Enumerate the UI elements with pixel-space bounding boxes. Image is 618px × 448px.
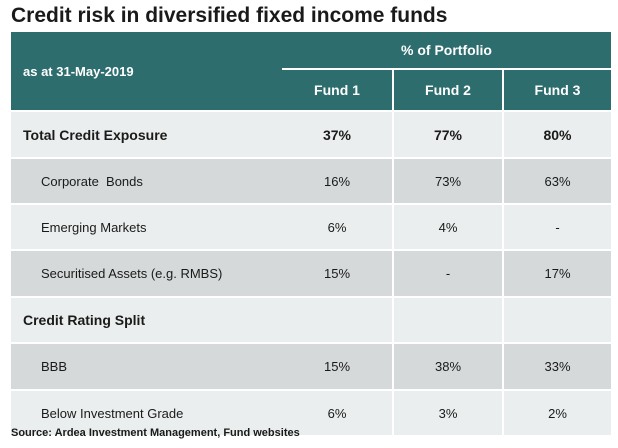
cell-value: 6%	[282, 203, 392, 249]
cell-value: 15%	[282, 342, 392, 389]
cell-value: 15%	[282, 249, 392, 296]
cell-value	[502, 296, 611, 342]
cell-value: 2%	[502, 389, 611, 435]
fund-3-header: Fund 3	[502, 70, 611, 110]
cell-value: 6%	[282, 389, 392, 435]
cell-value: 38%	[392, 342, 502, 389]
cell-value: 17%	[502, 249, 611, 296]
cell-value: 4%	[392, 203, 502, 249]
row-label: Emerging Markets	[11, 203, 282, 249]
table-row-total-credit-exposure: Total Credit Exposure 37% 77% 80%	[11, 110, 611, 157]
cell-value: 77%	[392, 110, 502, 157]
cell-value: 80%	[502, 110, 611, 157]
row-label: Securitised Assets (e.g. RMBS)	[11, 249, 282, 296]
as-at-date-header: as at 31-May-2019	[11, 32, 282, 110]
source-note: Source: Ardea Investment Management, Fun…	[11, 427, 300, 439]
table-row-credit-rating-split: Credit Rating Split	[11, 296, 611, 342]
table-row-bbb: BBB 15% 38% 33%	[11, 342, 611, 389]
cell-value	[282, 296, 392, 342]
cell-value: -	[392, 249, 502, 296]
row-label: BBB	[11, 342, 282, 389]
cell-value: 33%	[502, 342, 611, 389]
row-label: Corporate Bonds	[11, 157, 282, 203]
cell-value: 37%	[282, 110, 392, 157]
cell-value: 3%	[392, 389, 502, 435]
table-row-corporate-bonds: Corporate Bonds 16% 73% 63%	[11, 157, 611, 203]
cell-value	[392, 296, 502, 342]
portfolio-group-header: % of Portfolio	[282, 32, 611, 70]
cell-value: 73%	[392, 157, 502, 203]
credit-risk-table: as at 31-May-2019 % of Portfolio Fund 1 …	[11, 32, 611, 435]
cell-value: -	[502, 203, 611, 249]
cell-value: 63%	[502, 157, 611, 203]
fund-1-header: Fund 1	[282, 70, 392, 110]
table-row-below-investment-grade: Below Investment Grade 6% 3% 2%	[11, 389, 611, 435]
table-row-securitised-assets: Securitised Assets (e.g. RMBS) 15% - 17%	[11, 249, 611, 296]
table-row-emerging-markets: Emerging Markets 6% 4% -	[11, 203, 611, 249]
row-label: Below Investment Grade	[11, 389, 282, 435]
page-title: Credit risk in diversified fixed income …	[11, 4, 448, 27]
row-label: Total Credit Exposure	[11, 110, 282, 157]
fund-2-header: Fund 2	[392, 70, 502, 110]
row-label: Credit Rating Split	[11, 296, 282, 342]
cell-value: 16%	[282, 157, 392, 203]
